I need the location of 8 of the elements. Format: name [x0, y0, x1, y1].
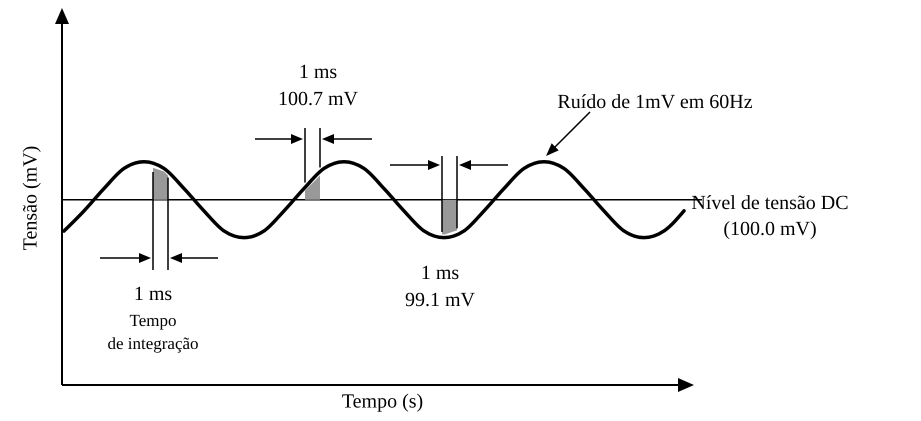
y-axis-title: Tensão (mV) — [20, 146, 42, 250]
annotation: 1 ms 99.1 mV — [405, 262, 476, 311]
annotation: 1 ms — [134, 283, 172, 305]
text: Ruído de 1mV em 60Hz — [557, 91, 753, 113]
text: 1 ms 100.7 mV — [278, 61, 359, 110]
ref-line-label: Nível de tensão DC (100.0 mV) — [691, 192, 849, 240]
annotation: Tempo de integração — [107, 311, 199, 353]
x-axis-title: Tempo (s) — [342, 390, 424, 412]
